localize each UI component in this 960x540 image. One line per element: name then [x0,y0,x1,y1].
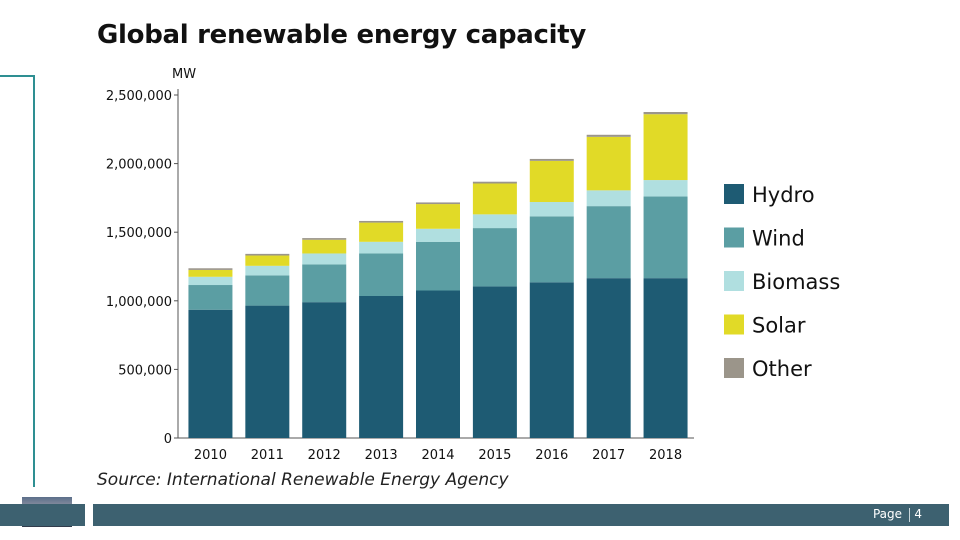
bar-segment-biomass-2013 [359,241,404,254]
bar-segment-biomass-2011 [245,265,290,276]
x-tick-label: 2016 [535,448,568,463]
bar-segment-biomass-2014 [416,228,460,242]
bar-segment-solar-2012 [302,239,347,254]
bar-segment-other-2018 [643,112,688,115]
bar-segment-solar-2013 [359,222,404,242]
bar-segment-solar-2011 [245,255,290,266]
bar-segment-hydro-2018 [643,278,688,438]
bar-segment-hydro-2010 [188,309,233,438]
bar-segment-hydro-2012 [302,302,347,438]
y-tick-label: 500,000 [118,363,172,378]
bar-segment-hydro-2011 [245,305,290,438]
bar-segment-hydro-2017 [586,278,631,438]
legend-label-hydro: Hydro [752,183,815,207]
slide-title: Global renewable energy capacity [97,20,587,50]
bar-segment-other-2015 [472,181,517,184]
x-tick-label: 2017 [592,448,625,463]
legend-swatch-hydro [724,184,744,204]
y-tick-label: 1,000,000 [106,295,172,310]
page-label: Page [872,507,902,521]
bar-segment-other-2013 [359,220,404,223]
source-note: Source: International Renewable Energy A… [97,470,509,490]
bar-segment-other-2017 [586,134,631,137]
y-tick-label: 1,500,000 [106,226,172,241]
bar-segment-wind-2011 [245,275,290,306]
bar-segment-hydro-2013 [359,295,404,438]
bar-segment-biomass-2017 [586,190,631,207]
bar-segment-biomass-2012 [302,253,347,265]
bar-segment-solar-2018 [643,114,688,181]
x-tick-label: 2015 [478,448,511,463]
bar-segment-wind-2014 [416,241,460,291]
bar-segment-hydro-2016 [529,282,574,438]
bar-segment-other-2010 [188,268,233,270]
page-separator [909,508,910,522]
bar-segment-solar-2014 [416,204,460,229]
footer-bar [93,504,949,526]
legend-swatch-wind [724,227,744,248]
bar-segment-other-2011 [245,253,290,256]
left-accent-vertical-rule [33,75,35,487]
bar-segment-wind-2018 [643,196,688,279]
x-tick-label: 2018 [649,448,682,463]
bar-segment-biomass-2018 [643,180,688,197]
footer-bar-left [0,504,85,526]
x-tick-label: 2011 [251,448,284,463]
bar-segment-wind-2013 [359,253,404,296]
bar-segment-wind-2017 [586,206,631,279]
legend-label-biomass: Biomass [752,270,840,294]
bar-segment-wind-2016 [529,216,574,283]
bar-segment-solar-2016 [529,160,574,203]
legend-swatch-other [724,358,744,378]
legend-label-other: Other [752,357,812,381]
bar-segment-other-2014 [416,202,460,205]
legend-label-solar: Solar [752,314,806,338]
page-number: 4 [914,507,922,521]
bar-segment-wind-2012 [302,264,347,303]
y-tick-label: 2,500,000 [106,89,172,104]
x-tick-label: 2010 [194,448,227,463]
bar-segment-biomass-2016 [529,202,574,217]
bar-segment-solar-2017 [586,136,631,191]
y-tick-label: 2,000,000 [106,158,172,173]
bar-segment-other-2016 [529,158,574,161]
legend-label-wind: Wind [752,227,805,251]
bar-segment-hydro-2015 [472,286,517,438]
legend-swatch-biomass [724,271,744,291]
bar-segment-wind-2015 [472,228,517,287]
bar-segment-solar-2010 [188,269,233,277]
y-tick-label: 0 [164,432,172,447]
legend-swatch-solar [724,314,744,335]
bar-segment-wind-2010 [188,285,233,310]
bar-segment-biomass-2015 [472,214,517,229]
bar-segment-hydro-2014 [416,290,460,438]
bar-segment-biomass-2010 [188,276,233,286]
x-tick-label: 2012 [308,448,341,463]
left-accent-horizontal-rule [0,75,35,77]
bar-segment-other-2012 [302,238,347,240]
bar-segment-solar-2015 [472,183,517,215]
x-tick-label: 2014 [421,448,454,463]
x-tick-label: 2013 [365,448,398,463]
y-axis-unit-label: MW [172,67,196,82]
